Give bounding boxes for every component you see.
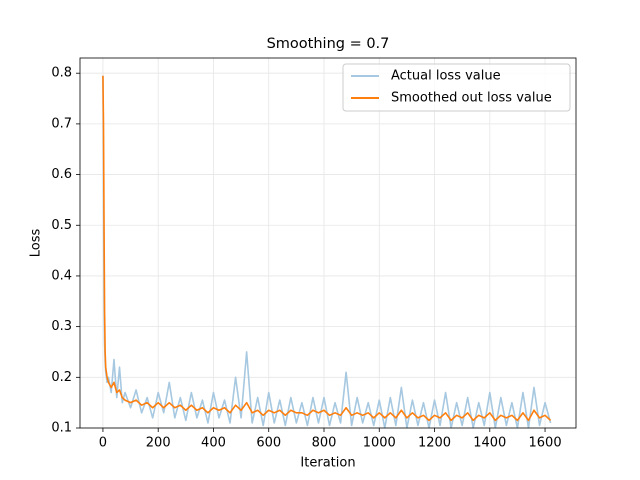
y-tick-label: 0.8	[51, 66, 72, 81]
x-tick-label: 1200	[418, 436, 451, 451]
x-tick-label: 1600	[529, 436, 562, 451]
y-tick-label: 0.6	[51, 167, 72, 182]
series-line	[102, 75, 552, 422]
y-tick-label: 0.3	[51, 319, 72, 334]
x-tick-label: 1000	[363, 436, 396, 451]
x-tick-label: 400	[201, 436, 226, 451]
legend-label: Smoothed out loss value	[391, 91, 552, 106]
plot-frame	[79, 57, 577, 429]
x-tick-label: 600	[256, 436, 281, 451]
x-tick-label: 0	[99, 436, 107, 451]
series-line	[102, 75, 552, 428]
legend-box	[342, 63, 571, 112]
x-axis-label: Iteration	[300, 456, 355, 471]
x-tick-label: 800	[312, 436, 337, 451]
chart-title: Smoothing = 0.7	[267, 36, 390, 52]
y-tick-label: 0.2	[51, 370, 72, 385]
x-tick-label: 1400	[473, 436, 506, 451]
y-tick-label: 0.4	[51, 268, 72, 283]
legend-label: Actual loss value	[391, 69, 501, 84]
x-tick-label: 200	[146, 436, 171, 451]
y-tick-label: 0.5	[51, 218, 72, 233]
y-tick-label: 0.7	[51, 116, 72, 131]
y-axis-label: Loss	[29, 229, 44, 258]
y-tick-label: 0.1	[51, 421, 72, 436]
